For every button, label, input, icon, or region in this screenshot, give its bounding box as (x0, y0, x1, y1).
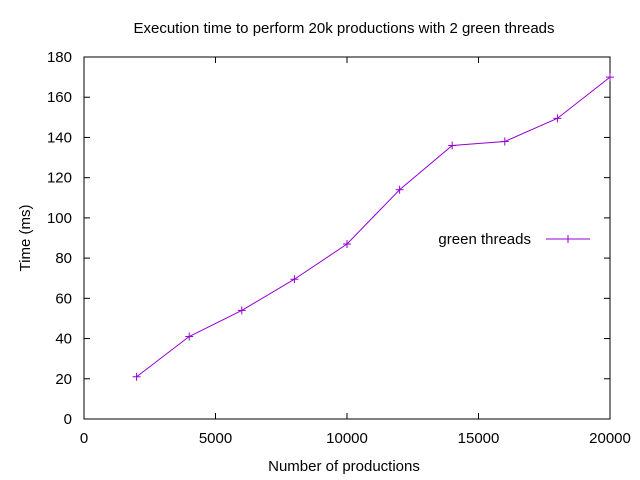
x-tick-label: 5000 (199, 430, 232, 447)
series-layer (132, 73, 614, 381)
y-tick-label: 60 (55, 290, 72, 307)
x-tick-label: 0 (80, 430, 88, 447)
y-tick-label: 160 (47, 89, 72, 106)
data-point (606, 73, 614, 82)
y-tick-label: 100 (47, 210, 72, 227)
data-point (500, 137, 509, 146)
y-tick-label: 40 (55, 331, 72, 348)
data-point (185, 332, 194, 341)
legend-label: green threads (438, 231, 531, 248)
data-point (448, 141, 457, 150)
y-tick-label: 120 (47, 170, 72, 187)
axis-tick-labels: 0 5000 10000 15000 20000 0 20 40 60 80 100 120 140 16… (47, 49, 631, 447)
data-point (343, 240, 351, 249)
x-tick-label: 20000 (589, 430, 631, 447)
data-point (553, 114, 562, 123)
x-tick-label: 10000 (326, 430, 368, 447)
data-point (395, 185, 404, 194)
axis-ticks (83, 56, 611, 420)
chart-title: Execution time to perform 20k production… (133, 20, 554, 37)
y-tick-label: 20 (55, 371, 72, 388)
plot-area-frame (83, 56, 611, 420)
y-axis-label: Time (ms) (17, 205, 34, 272)
x-tick-label: 15000 (458, 430, 500, 447)
legend: green threads (438, 231, 590, 248)
series-line-green-threads (136, 76, 611, 378)
legend-marker (564, 235, 572, 243)
data-point (132, 372, 141, 381)
data-point (237, 306, 246, 315)
y-tick-label: 140 (47, 129, 72, 146)
data-point (290, 275, 299, 284)
y-tick-label: 0 (64, 411, 72, 428)
y-tick-label: 80 (55, 250, 72, 267)
x-axis-label: Number of productions (268, 458, 420, 475)
y-tick-label: 180 (47, 49, 72, 66)
